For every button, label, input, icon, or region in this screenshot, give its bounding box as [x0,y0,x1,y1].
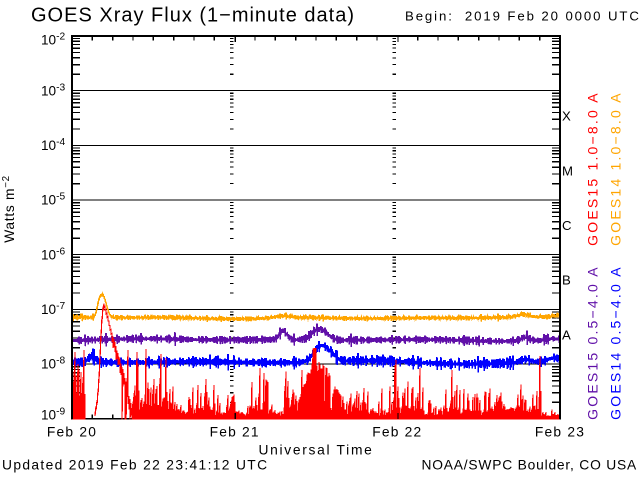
svg-text:GOES14 0.5−4.0 A: GOES14 0.5−4.0 A [608,265,624,420]
svg-text:Feb 23: Feb 23 [535,425,585,440]
svg-text:Feb 20: Feb 20 [47,425,97,440]
svg-text:Updated 2019 Feb 22 23:41:12 U: Updated 2019 Feb 22 23:41:12 UTC [2,458,268,473]
svg-text:GOES14 1.0−8.0 A: GOES14 1.0−8.0 A [608,91,624,246]
svg-text:X: X [562,109,571,124]
svg-text:M: M [562,163,573,178]
svg-text:GOES15 0.5−4.0 A: GOES15 0.5−4.0 A [585,265,601,420]
svg-text:Universal Time: Universal Time [258,443,373,458]
svg-text:Feb 21: Feb 21 [210,425,260,440]
svg-text:Watts m−2: Watts m−2 [1,175,17,243]
svg-text:C: C [562,218,572,233]
svg-text:Begin: 2019 Feb 20 0000 UTC: Begin: 2019 Feb 20 0000 UTC [405,9,640,24]
svg-text:A: A [562,327,571,342]
svg-text:B: B [562,273,571,288]
svg-text:GOES15 1.0−8.0 A: GOES15 1.0−8.0 A [585,91,601,246]
svg-text:NOAA/SWPC Boulder, CO USA: NOAA/SWPC Boulder, CO USA [421,458,637,473]
svg-text:Feb 22: Feb 22 [372,425,422,440]
svg-text:GOES Xray Flux (1−minute data): GOES Xray Flux (1−minute data) [31,5,355,27]
